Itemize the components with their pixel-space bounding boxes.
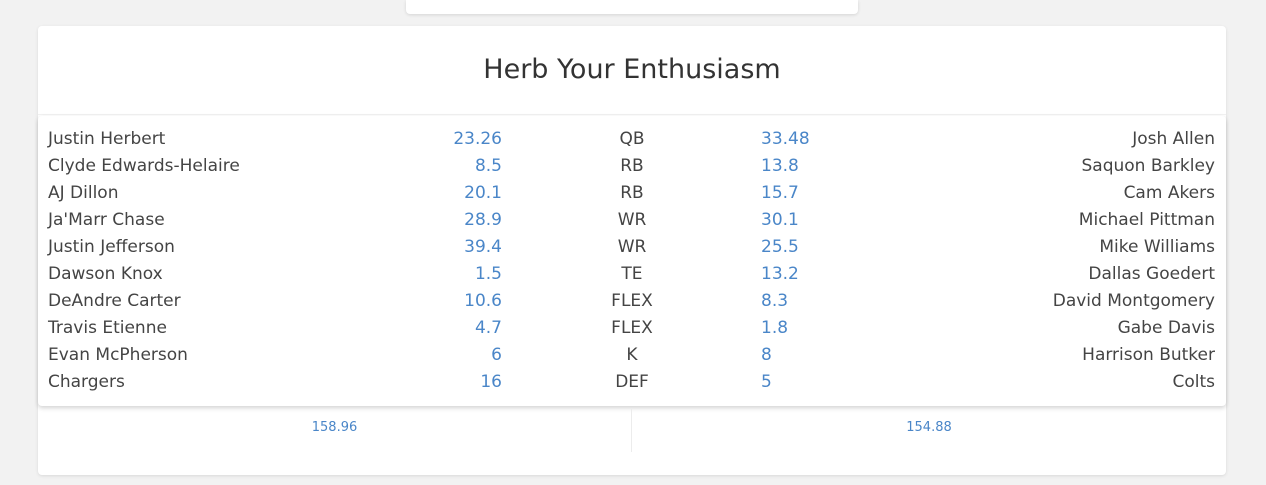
away-score: 33.48	[761, 129, 810, 149]
home-score: 20.1	[464, 183, 502, 203]
roster-row: Ja'Marr Chase 28.9 WR 30.1 Michael Pittm…	[38, 207, 1226, 234]
home-score: 39.4	[464, 237, 502, 257]
title-divider	[38, 114, 1226, 115]
away-player: Cam Akers	[1123, 183, 1215, 203]
previous-card	[406, 0, 858, 14]
away-player: Gabe Davis	[1117, 318, 1215, 338]
home-player: Evan McPherson	[48, 345, 188, 365]
position-label: QB	[619, 129, 645, 149]
home-score: 6	[491, 345, 502, 365]
home-player: DeAndre Carter	[48, 291, 181, 311]
roster-row: AJ Dillon 20.1 RB 15.7 Cam Akers	[38, 180, 1226, 207]
home-player: AJ Dillon	[48, 183, 119, 203]
away-score: 30.1	[761, 210, 799, 230]
away-score: 8	[761, 345, 772, 365]
home-player: Clyde Edwards-Helaire	[48, 156, 240, 176]
position-label: DEF	[615, 372, 649, 392]
home-player: Travis Etienne	[48, 318, 167, 338]
roster-table: Justin Herbert 23.26 QB 33.48 Josh Allen…	[38, 116, 1226, 406]
position-label: RB	[620, 183, 644, 203]
away-player: Dallas Goedert	[1088, 264, 1215, 284]
home-score: 8.5	[474, 156, 502, 176]
home-score: 4.7	[474, 318, 502, 338]
roster-row: DeAndre Carter 10.6 FLEX 8.3 David Montg…	[38, 288, 1226, 315]
home-score: 28.9	[464, 210, 502, 230]
position-label: TE	[621, 264, 643, 284]
roster-row: Clyde Edwards-Helaire 8.5 RB 13.8 Saquon…	[38, 153, 1226, 180]
away-score: 8.3	[761, 291, 789, 311]
position-label: K	[626, 345, 638, 365]
position-label: RB	[620, 156, 644, 176]
home-player: Dawson Knox	[48, 264, 163, 284]
away-player: Michael Pittman	[1078, 210, 1215, 230]
roster-row: Travis Etienne 4.7 FLEX 1.8 Gabe Davis	[38, 315, 1226, 342]
team-title: Herb Your Enthusiasm	[483, 54, 781, 85]
roster-row: Chargers 16 DEF 5 Colts	[38, 369, 1226, 396]
roster-row: Justin Herbert 23.26 QB 33.48 Josh Allen	[38, 126, 1226, 153]
roster-row: Dawson Knox 1.5 TE 13.2 Dallas Goedert	[38, 261, 1226, 288]
away-score: 1.8	[761, 318, 789, 338]
totals-divider	[631, 408, 632, 452]
home-player: Justin Jefferson	[48, 237, 175, 257]
home-player: Justin Herbert	[48, 129, 166, 149]
position-label: FLEX	[611, 291, 653, 311]
home-score: 23.26	[453, 129, 502, 149]
away-player: Saquon Barkley	[1081, 156, 1215, 176]
home-score: 1.5	[474, 264, 502, 284]
position-label: WR	[617, 210, 647, 230]
home-score: 16	[480, 372, 502, 392]
position-label: WR	[617, 237, 647, 257]
away-score: 5	[761, 372, 772, 392]
away-total-score: 154.88	[906, 420, 952, 435]
away-score: 25.5	[761, 237, 799, 257]
home-score: 10.6	[464, 291, 502, 311]
away-player: Josh Allen	[1132, 129, 1215, 149]
away-score: 13.8	[761, 156, 799, 176]
away-score: 13.2	[761, 264, 799, 284]
away-player: David Montgomery	[1052, 291, 1215, 311]
roster-row: Evan McPherson 6 K 8 Harrison Butker	[38, 342, 1226, 369]
position-label: FLEX	[611, 318, 653, 338]
roster-row: Justin Jefferson 39.4 WR 25.5 Mike Willi…	[38, 234, 1226, 261]
away-score: 15.7	[761, 183, 799, 203]
away-player: Harrison Butker	[1082, 345, 1215, 365]
away-player: Colts	[1172, 372, 1215, 392]
away-player: Mike Williams	[1099, 237, 1215, 257]
home-total-score: 158.96	[311, 420, 358, 435]
home-player: Ja'Marr Chase	[48, 210, 165, 230]
home-player: Chargers	[48, 372, 125, 392]
